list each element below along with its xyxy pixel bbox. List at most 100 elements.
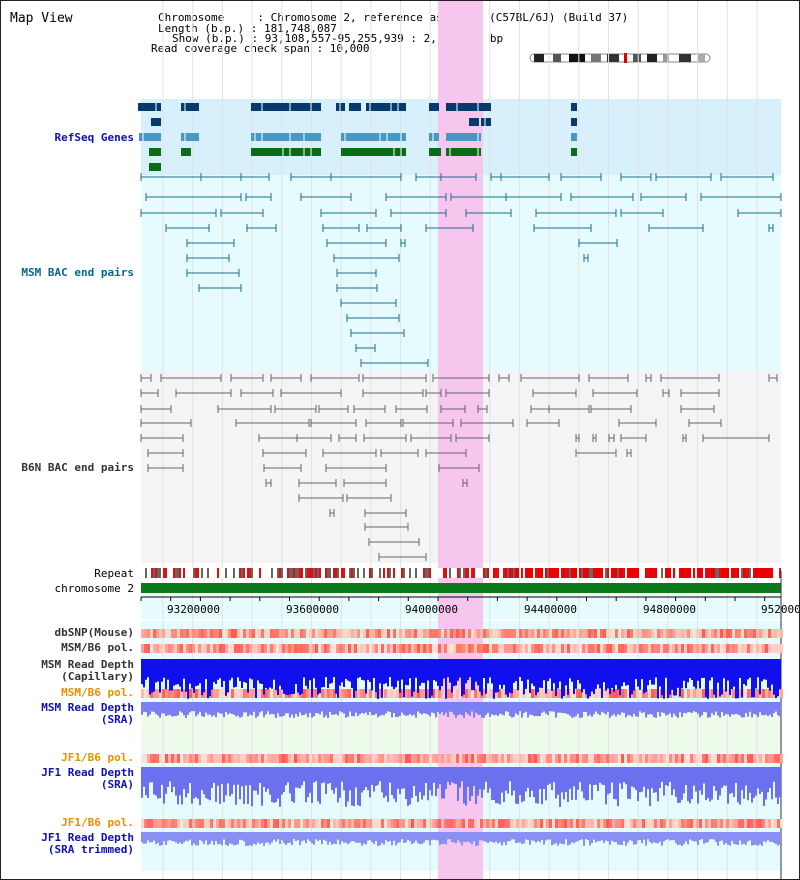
repeat-bin	[565, 568, 567, 578]
heat-bin	[408, 689, 411, 698]
heat-bin	[453, 644, 456, 653]
heat-bin	[234, 629, 237, 638]
depth-bin	[671, 767, 673, 796]
depth-bin	[521, 832, 523, 845]
depth-bin	[293, 659, 295, 694]
depth-bin	[403, 767, 405, 789]
depth-bin	[167, 832, 169, 841]
depth-bin	[709, 702, 711, 718]
msm-b6-pol-label[interactable]: MSM/B6 pol.	[61, 641, 134, 654]
repeat-bin	[675, 568, 677, 578]
repeat-bin	[253, 568, 255, 578]
heat-bin	[615, 629, 618, 638]
msm-read-depth-sra-label[interactable]: MSM Read Depth	[41, 701, 134, 714]
depth-bin	[321, 767, 323, 784]
depth-bin	[237, 767, 239, 785]
depth-bin	[581, 659, 583, 693]
repeat-bin	[693, 568, 695, 578]
repeat-bin	[217, 568, 219, 578]
heat-bin	[180, 689, 183, 698]
depth-bin	[705, 767, 707, 801]
heat-bin	[456, 754, 459, 763]
heat-bin	[285, 629, 288, 638]
jf1-read-depth-sra-label[interactable]: JF1 Read Depth	[41, 766, 134, 779]
heat-bin	[447, 644, 450, 653]
depth-bin	[439, 659, 441, 691]
depth-bin	[297, 832, 299, 841]
depth-bin	[327, 832, 329, 845]
chromosome-ideogram[interactable]	[529, 52, 715, 66]
depth-bin	[189, 767, 191, 784]
heat-bin	[162, 644, 165, 653]
repeat-bin	[447, 568, 449, 578]
heat-bin	[597, 689, 600, 698]
msm-b6-pol-sra-label[interactable]: MSM/B6 pol.	[61, 686, 134, 699]
heat-bin	[156, 644, 159, 653]
depth-bin	[201, 702, 203, 717]
repeat-bin	[461, 568, 463, 578]
heat-bin	[684, 754, 687, 763]
heat-bin	[387, 629, 390, 638]
depth-bin	[637, 702, 639, 717]
depth-bin	[387, 702, 389, 712]
depth-bin	[435, 767, 437, 797]
heat-bin	[192, 644, 195, 653]
heat-bin	[480, 819, 483, 828]
heat-bin	[399, 754, 402, 763]
repeat-bin	[143, 568, 145, 578]
refseq-genes-label[interactable]: RefSeq Genes	[54, 131, 134, 144]
repeat-bin	[717, 568, 719, 578]
depth-bin	[479, 659, 481, 692]
depth-bin	[309, 767, 311, 793]
repeat-bin	[343, 568, 345, 578]
b6n-bac-label[interactable]: B6N BAC end pairs	[21, 461, 134, 474]
depth-bin	[167, 767, 169, 787]
repeat-bin	[161, 568, 163, 578]
repeat-bin	[695, 568, 697, 578]
heat-bin	[660, 644, 663, 653]
heat-bin	[372, 629, 375, 638]
depth-bin	[461, 659, 463, 697]
depth-bin	[779, 767, 781, 798]
depth-bin	[449, 767, 451, 785]
heat-bin	[759, 629, 762, 638]
depth-bin	[625, 767, 627, 785]
heat-bin	[513, 819, 516, 828]
heat-bin	[711, 644, 714, 653]
heat-bin	[165, 644, 168, 653]
jf1-b6-pol-trim-label[interactable]: JF1/B6 pol.	[61, 816, 134, 829]
repeat-bin	[629, 568, 631, 578]
depth-bin	[173, 702, 175, 717]
repeat-bin	[681, 568, 683, 578]
depth-bin	[667, 832, 669, 840]
depth-bin	[607, 659, 609, 689]
heat-bin	[477, 689, 480, 698]
repeat-bin	[285, 568, 287, 578]
heat-bin	[747, 754, 750, 763]
jf1-b6-pol-label[interactable]: JF1/B6 pol.	[61, 751, 134, 764]
repeat-bin	[769, 568, 771, 578]
depth-bin	[367, 659, 369, 680]
heat-bin	[465, 629, 468, 638]
repeat-bin	[575, 568, 577, 578]
dbsnp-label[interactable]: dbSNP(Mouse)	[54, 626, 134, 639]
heat-bin	[585, 644, 588, 653]
heat-bin	[225, 629, 228, 638]
repeat-bin	[561, 568, 563, 578]
msm-read-depth-capillary-label[interactable]: MSM Read Depth	[41, 658, 134, 671]
heat-bin	[417, 754, 420, 763]
heat-bin	[309, 629, 312, 638]
depth-bin	[761, 659, 763, 682]
depth-bin	[225, 659, 227, 696]
heat-bin	[465, 754, 468, 763]
depth-bin	[545, 659, 547, 694]
heat-bin	[303, 754, 306, 763]
heat-bin	[420, 629, 423, 638]
depth-bin	[537, 702, 539, 717]
heat-bin	[717, 644, 720, 653]
jf1-read-depth-trim-label[interactable]: JF1 Read Depth	[41, 831, 134, 844]
msm-bac-label[interactable]: MSM BAC end pairs	[21, 266, 134, 279]
depth-bin	[223, 702, 225, 718]
heat-bin	[246, 689, 249, 698]
